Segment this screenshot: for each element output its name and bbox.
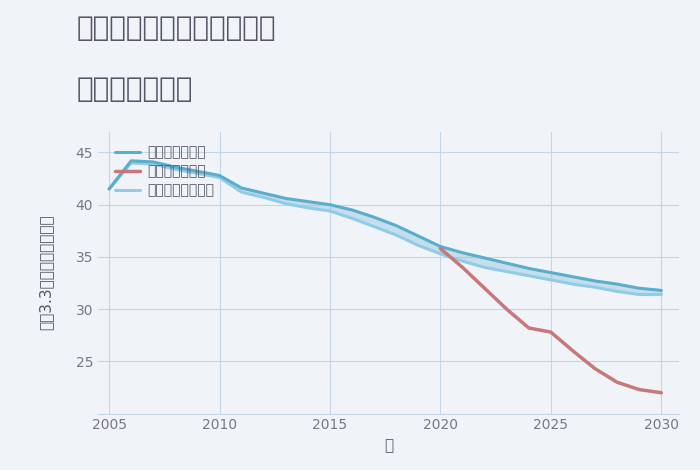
ノーマルシナリオ bbox=[216, 175, 224, 180]
バッドシナリオ bbox=[436, 246, 445, 251]
ノーマルシナリオ bbox=[480, 265, 489, 270]
バッドシナリオ bbox=[569, 348, 577, 354]
ノーマルシナリオ bbox=[458, 258, 467, 264]
グッドシナリオ bbox=[193, 168, 202, 174]
グッドシナリオ bbox=[304, 199, 312, 204]
グッドシナリオ bbox=[524, 266, 533, 271]
グッドシナリオ bbox=[127, 158, 135, 164]
グッドシナリオ bbox=[613, 281, 622, 287]
グッドシナリオ bbox=[237, 185, 246, 191]
バッドシナリオ bbox=[547, 329, 555, 335]
バッドシナリオ bbox=[613, 379, 622, 385]
Line: グッドシナリオ: グッドシナリオ bbox=[109, 161, 662, 290]
ノーマルシナリオ bbox=[503, 269, 511, 274]
Line: ノーマルシナリオ: ノーマルシナリオ bbox=[109, 163, 662, 295]
グッドシナリオ bbox=[392, 223, 400, 228]
Text: 土地の価格推移: 土地の価格推移 bbox=[77, 75, 193, 103]
グッドシナリオ bbox=[635, 285, 643, 291]
バッドシナリオ bbox=[480, 285, 489, 291]
グッドシナリオ bbox=[657, 288, 666, 293]
Text: 坪（3.3㎡）単価（万円）: 坪（3.3㎡）単価（万円） bbox=[38, 215, 53, 330]
グッドシナリオ bbox=[149, 159, 158, 164]
グッドシナリオ bbox=[569, 274, 577, 280]
ノーマルシナリオ bbox=[414, 243, 423, 248]
ノーマルシナリオ bbox=[193, 171, 202, 176]
ノーマルシナリオ bbox=[635, 292, 643, 298]
ノーマルシナリオ bbox=[657, 292, 666, 298]
グッドシナリオ bbox=[281, 196, 290, 201]
ノーマルシナリオ bbox=[171, 166, 179, 172]
グッドシナリオ bbox=[480, 255, 489, 261]
グッドシナリオ bbox=[547, 270, 555, 275]
ノーマルシナリオ bbox=[127, 160, 135, 166]
ノーマルシナリオ bbox=[591, 284, 599, 290]
バッドシナリオ bbox=[524, 325, 533, 331]
ノーマルシナリオ bbox=[105, 186, 113, 192]
ノーマルシナリオ bbox=[237, 189, 246, 195]
Text: 兵庫県姫路市野里月丘町の: 兵庫県姫路市野里月丘町の bbox=[77, 14, 276, 42]
グッドシナリオ bbox=[458, 250, 467, 256]
ノーマルシナリオ bbox=[436, 251, 445, 257]
ノーマルシナリオ bbox=[260, 195, 268, 200]
ノーマルシナリオ bbox=[392, 232, 400, 238]
バッドシナリオ bbox=[458, 265, 467, 270]
グッドシナリオ bbox=[414, 233, 423, 239]
グッドシナリオ bbox=[105, 186, 113, 192]
グッドシナリオ bbox=[436, 243, 445, 249]
ノーマルシナリオ bbox=[348, 215, 356, 221]
バッドシナリオ bbox=[591, 366, 599, 371]
グッドシナリオ bbox=[503, 260, 511, 266]
ノーマルシナリオ bbox=[149, 161, 158, 167]
ノーマルシナリオ bbox=[326, 208, 334, 214]
ノーマルシナリオ bbox=[370, 224, 378, 229]
X-axis label: 年: 年 bbox=[384, 438, 393, 453]
ノーマルシナリオ bbox=[569, 281, 577, 287]
バッドシナリオ bbox=[657, 390, 666, 396]
Line: バッドシナリオ: バッドシナリオ bbox=[440, 249, 662, 393]
ノーマルシナリオ bbox=[281, 201, 290, 206]
グッドシナリオ bbox=[326, 202, 334, 208]
グッドシナリオ bbox=[348, 207, 356, 213]
ノーマルシナリオ bbox=[547, 277, 555, 283]
ノーマルシナリオ bbox=[304, 205, 312, 211]
バッドシナリオ bbox=[635, 387, 643, 392]
グッドシナリオ bbox=[370, 214, 378, 220]
ノーマルシナリオ bbox=[524, 273, 533, 279]
ノーマルシナリオ bbox=[613, 289, 622, 294]
グッドシナリオ bbox=[260, 190, 268, 196]
Legend: グッドシナリオ, バッドシナリオ, ノーマルシナリオ: グッドシナリオ, バッドシナリオ, ノーマルシナリオ bbox=[111, 141, 218, 202]
グッドシナリオ bbox=[591, 278, 599, 284]
バッドシナリオ bbox=[503, 306, 511, 312]
グッドシナリオ bbox=[171, 164, 179, 170]
グッドシナリオ bbox=[216, 172, 224, 178]
